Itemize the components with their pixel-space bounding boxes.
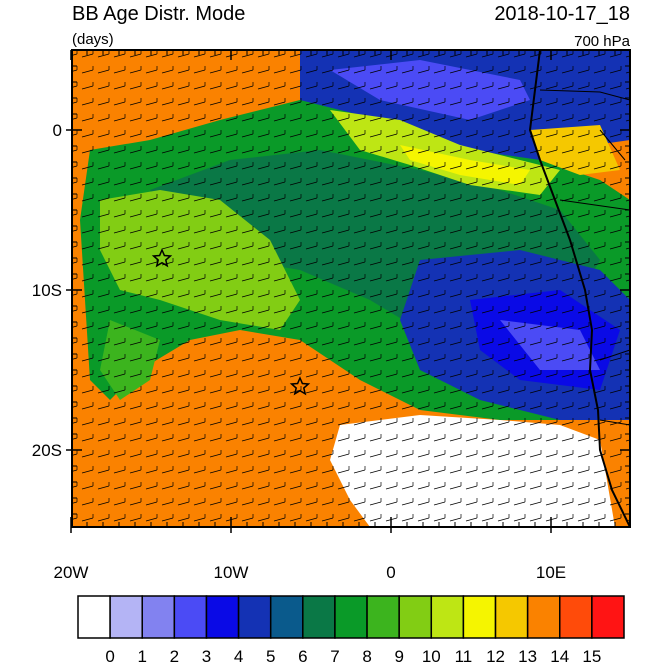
colorbar-box [462,595,497,639]
lon-tick-label: 10W [214,563,249,582]
colorbar-label: 8 [362,647,371,666]
colorbar: 0 1 2 3 4 5 6 7 8 9 10 11 12 13 14 15 [77,595,625,666]
datetime: 2018-10-17_18 [494,3,630,25]
colorbar-box [237,595,272,639]
colorbar-label: 12 [486,647,505,666]
colorbar-label: 1 [138,647,147,666]
colorbar-label: 6 [298,647,307,666]
site-marker [151,248,173,268]
map-field [72,50,630,527]
colorbar-box [302,595,336,639]
colorbar-label: 5 [266,647,275,666]
colorbar-box [398,595,433,639]
colorbar-box [173,595,208,639]
lon-tick-label: 10E [536,563,566,582]
colorbar-label: 13 [518,647,537,666]
lon-tick-label: 0 [386,563,395,582]
colorbar-box [109,595,143,639]
colorbar-label: 3 [202,647,211,666]
colorbar-label: 9 [394,647,403,666]
colorbar-label: 2 [170,647,179,666]
colorbar-box [494,595,529,639]
wind-barbs [72,50,630,527]
colorbar-box [559,595,593,639]
lat-tick-label: 10S [32,281,62,300]
lat-tick-label: 20S [32,441,62,460]
axes: 0 10S 20S 20W 10W 0 10E [32,49,630,582]
level: 700 hPa [574,33,631,50]
colorbar-label: 15 [582,647,601,666]
colorbar-label: 4 [234,647,243,666]
colorbar-label: 10 [422,647,441,666]
colorbar-box [334,595,368,639]
colorbar-box [430,595,465,639]
units: (days) [72,31,114,48]
title: BB Age Distr. Mode [72,3,245,25]
colorbar-box [526,595,561,639]
colorbar-box [141,595,176,639]
lat-tick-label: 0 [53,121,62,140]
colorbar-label: 7 [330,647,339,666]
coastline [528,50,630,527]
colorbar-box [269,595,304,639]
colorbar-box [205,595,240,639]
colorbar-label: 0 [105,647,114,666]
colorbar-label: 14 [550,647,569,666]
lon-tick-label: 20W [54,563,89,582]
plot-frame [71,49,631,528]
colorbar-box [366,595,400,639]
borders [539,89,630,426]
colorbar-box [77,595,111,639]
site-marker [289,376,311,396]
colorbar-label: 11 [455,647,473,666]
colorbar-box [591,595,625,639]
